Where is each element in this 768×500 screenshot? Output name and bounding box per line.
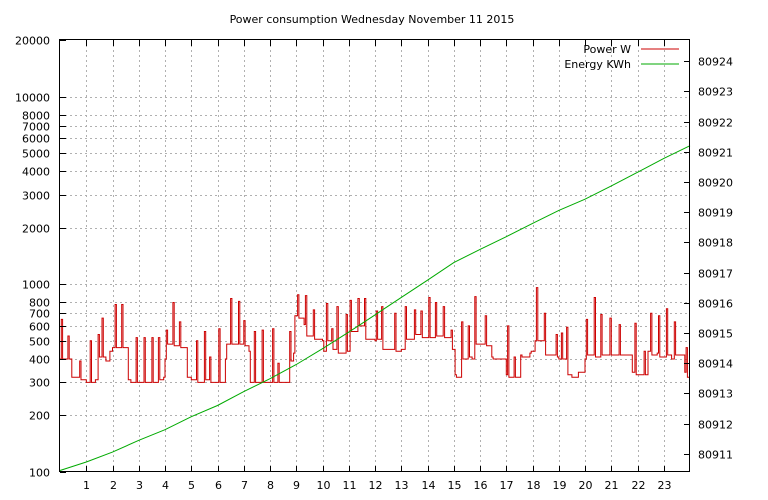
x-tick-label: 19 [553,479,567,492]
y-tick-label: 500 [29,336,50,349]
y-tick-label: 8000 [22,110,50,123]
y-tick-label: 20000 [15,35,50,48]
x-tick-label: 22 [632,479,646,492]
y-tick-label: 2000 [22,223,50,236]
y-tick-label: 700 [29,308,50,321]
y2-tick-label: 80911 [698,449,733,462]
y-tick-label: 200 [29,410,50,423]
x-tick-label: 21 [605,479,619,492]
y-tick-label: 10000 [15,92,50,105]
legend-label-energy: Energy KWh [564,58,631,71]
y2-tick-label: 80923 [698,86,733,99]
x-tick-label: 3 [136,479,143,492]
plot-frame [59,39,690,472]
tick-labels: 1 2 3 4 5 6 7 8 9 10 11 12 13 14 15 16 17 18 19 20 21 22 23100… [15,35,733,493]
x-tick-label: 16 [474,479,488,492]
y2-tick-label: 80914 [698,358,733,371]
y-tick-label: 4000 [22,166,50,179]
y-tick-label: 600 [29,321,50,334]
x-tick-label: 10 [317,479,331,492]
y2-tick-label: 80922 [698,117,733,130]
y-tick-label: 3000 [22,190,50,203]
y2-tick-label: 80920 [698,177,733,190]
x-tick-label: 13 [395,479,409,492]
y2-tick-label: 80917 [698,268,733,281]
y2-tick-label: 80916 [698,298,733,311]
x-tick-label: 18 [527,479,541,492]
x-tick-label: 4 [162,479,169,492]
x-tick-label: 11 [343,479,357,492]
chart-title: Power consumption Wednesday November 11 … [230,13,515,26]
y-tick-label: 100 [29,467,50,480]
y-tick-label: 6000 [22,133,50,146]
x-tick-label: 20 [579,479,593,492]
x-tick-label: 15 [448,479,462,492]
x-tick-label: 1 [83,479,90,492]
y2-tick-label: 80912 [698,419,733,432]
x-tick-label: 2 [110,479,117,492]
y-tick-label: 7000 [22,121,50,134]
series-line-1 [59,145,691,471]
x-tick-label: 7 [241,479,248,492]
grid-lines [60,40,690,472]
x-tick-label: 12 [369,479,383,492]
y-tick-label: 1000 [22,279,50,292]
y-tick-label: 5000 [22,148,50,161]
x-tick-label: 6 [215,479,222,492]
y-tick-label: 300 [29,377,50,390]
legend: Power W Energy KWh [564,43,679,71]
x-tick-label: 23 [658,479,672,492]
axis-ticks [60,40,690,473]
y2-tick-label: 80921 [698,147,733,160]
x-tick-label: 14 [422,479,436,492]
series-line-0 [60,287,690,383]
x-tick-label: 5 [188,479,195,492]
y2-tick-label: 80915 [698,328,733,341]
x-tick-label: 9 [293,479,300,492]
y2-tick-label: 80919 [698,207,733,220]
y2-tick-label: 80924 [698,56,733,69]
x-tick-label: 17 [500,479,514,492]
legend-label-power: Power W [583,43,631,56]
series-layer [59,145,691,471]
x-tick-label: 8 [267,479,274,492]
y-tick-label: 800 [29,297,50,310]
y2-tick-label: 80918 [698,237,733,250]
y-tick-label: 400 [29,354,50,367]
y2-tick-label: 80913 [698,388,733,401]
